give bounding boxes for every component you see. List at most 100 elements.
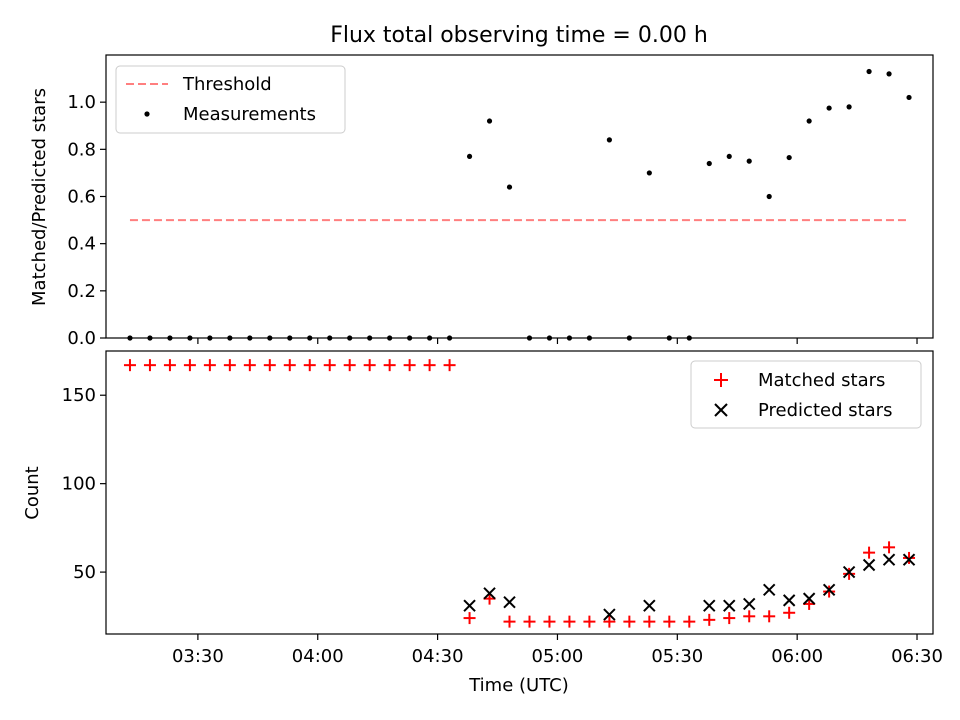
matched-star-point — [183, 359, 196, 372]
predicted-star-stroke-b — [782, 594, 796, 607]
count-x-ticks: 03:30 04:00 04:30 05:00 05:30 06:00 06:30 — [172, 634, 943, 667]
predicted-star-point — [842, 565, 856, 579]
measurement-point — [506, 184, 513, 190]
ratio-plot-marks — [127, 68, 912, 341]
predicted-star-point — [902, 553, 916, 566]
matched-star-point — [643, 615, 656, 628]
matched-star-point — [743, 610, 756, 623]
measurement-point — [866, 68, 872, 75]
ratio-y-tick-label: 1.0 — [67, 92, 96, 113]
predicted-star-stroke-b — [643, 599, 656, 612]
count-y-tick-label: 150 — [62, 385, 96, 406]
predicted-star-stroke-b — [902, 553, 916, 566]
matched-star-point — [523, 615, 536, 628]
predicted-star-point — [743, 597, 756, 611]
ratio-y-tick-label: 0.2 — [67, 281, 96, 302]
ratio-y-axis-label: Matched/Predicted stars — [29, 88, 50, 306]
matched-star-point — [763, 610, 776, 623]
count-y-tick-label: 100 — [62, 474, 96, 495]
matched-star-point — [323, 359, 336, 372]
ratio-plot-frame — [105, 54, 934, 339]
count-y-ticks: 50 100 150 — [62, 385, 106, 583]
matched-star-point — [503, 615, 516, 628]
count-x-tick-label: 04:30 — [412, 646, 464, 667]
matched-star-point — [143, 359, 156, 372]
measurement-point — [646, 170, 652, 176]
predicted-star-stroke-b — [723, 599, 736, 612]
matched-star-point — [403, 359, 416, 372]
matched-star-point — [163, 359, 176, 372]
count-x-tick-label: 06:30 — [891, 646, 943, 667]
matched-star-point — [423, 359, 436, 372]
ratio-y-tick-label: 0.8 — [67, 139, 96, 160]
matched-star-point — [223, 359, 236, 372]
predicted-star-point — [723, 599, 736, 612]
count-plot-frame — [105, 350, 934, 635]
matched-star-point — [843, 567, 856, 580]
count-x-tick-label: 05:00 — [532, 646, 584, 667]
predicted-star-point — [762, 583, 776, 596]
matched-star-point — [623, 615, 636, 628]
matched-star-point — [703, 613, 716, 626]
legend-matched-swatch — [714, 373, 728, 387]
predicted-star-point — [703, 599, 716, 612]
predicted-star-stroke-b — [882, 553, 896, 566]
predicted-star-stroke-b — [842, 565, 856, 579]
measurement-point — [786, 154, 792, 161]
count-legend-box — [690, 360, 922, 429]
count-y-tick-label: 50 — [73, 562, 96, 583]
matched-star-point — [543, 615, 556, 628]
count-x-tick-label: 04:00 — [292, 646, 344, 667]
legend-predicted-label: Predicted stars — [758, 400, 892, 421]
predicted-star-stroke-b — [802, 592, 816, 605]
predicted-star-point — [603, 608, 616, 621]
matched-star-point — [683, 615, 696, 628]
matched-star-point — [203, 359, 216, 372]
matched-star-point — [283, 359, 296, 372]
count-plot-marks — [123, 359, 916, 628]
count-x-axis-label: Time (UTC) — [468, 675, 569, 696]
ratio-y-tick-label: 0.0 — [67, 328, 96, 349]
predicted-star-point — [483, 587, 496, 600]
predicted-star-stroke-b — [862, 558, 876, 572]
predicted-star-stroke-b — [483, 587, 496, 600]
count-x-tick-label: 03:30 — [172, 646, 224, 667]
matched-star-point — [243, 359, 256, 372]
measurement-point — [466, 153, 473, 160]
predicted-star-stroke-b — [762, 583, 776, 596]
count-x-tick-label: 05:30 — [651, 646, 703, 667]
measurement-point — [486, 118, 493, 124]
predicted-star-point — [802, 592, 816, 605]
count-x-tick-label: 06:00 — [771, 646, 823, 667]
matched-star-point — [883, 541, 896, 554]
matched-star-point — [343, 359, 356, 372]
measurement-point — [846, 104, 852, 110]
matched-star-point — [903, 551, 916, 564]
count-y-axis-label: Count — [22, 466, 43, 519]
predicted-star-stroke-b — [503, 595, 516, 609]
matched-star-point — [563, 615, 576, 628]
matched-star-point — [783, 606, 796, 619]
measurement-point — [886, 71, 892, 77]
ratio-panel: Flux total observing time = 0.00 h 0.00.… — [29, 23, 934, 349]
predicted-star-point — [782, 594, 796, 607]
matched-star-point — [823, 585, 836, 598]
ratio-legend: Threshold Measurements — [115, 65, 346, 134]
ratio-x-ticks — [197, 338, 918, 344]
predicted-star-stroke-b — [603, 608, 616, 621]
predicted-star-point — [862, 558, 876, 572]
ratio-y-tick-label: 0.4 — [67, 234, 96, 255]
matched-star-point — [863, 546, 876, 559]
matched-star-point — [583, 615, 596, 628]
matched-star-point — [123, 359, 136, 372]
ratio-y-ticks: 0.0 0.2 0.4 0.6 0.8 1.0 — [67, 92, 106, 349]
predicted-star-stroke-b — [822, 583, 836, 596]
count-legend: Matched stars Predicted stars — [690, 360, 922, 429]
predicted-star-point — [822, 583, 836, 596]
predicted-star-point — [463, 599, 476, 612]
matched-star-point — [443, 359, 456, 372]
measurement-point — [606, 137, 612, 143]
measurement-point — [806, 118, 812, 124]
